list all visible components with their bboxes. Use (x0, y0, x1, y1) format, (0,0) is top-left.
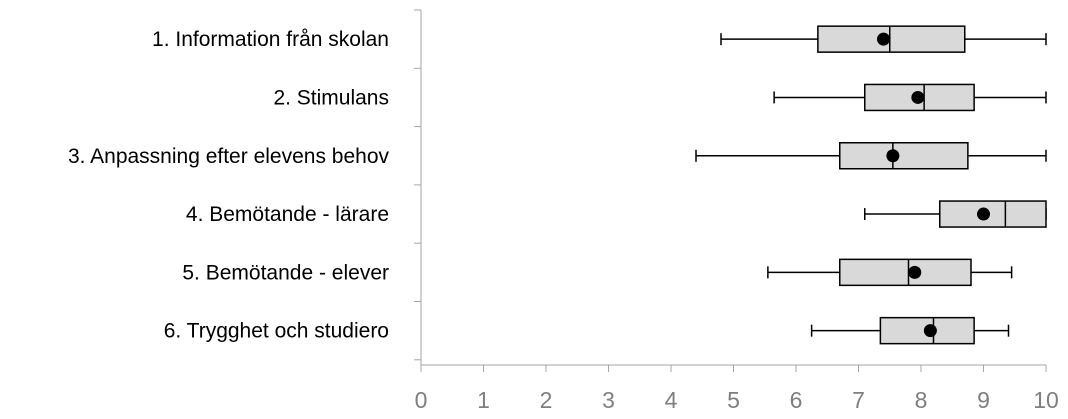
iqr-box (839, 142, 969, 170)
box-plot-item (695, 142, 1047, 170)
category-label: 1. Information från skolan (152, 28, 389, 51)
category-label: 6. Trygghet och studiero (164, 320, 389, 343)
mean-marker (911, 90, 925, 104)
mean-marker (923, 324, 937, 338)
x-tick-label: 10 (1033, 387, 1059, 413)
x-tick-label: 5 (727, 387, 740, 413)
box-plot-item (864, 200, 1047, 228)
x-tick-label: 6 (790, 387, 803, 413)
x-tick-label: 7 (852, 387, 865, 413)
x-tick-label: 1 (477, 387, 490, 413)
box-plot-item (810, 316, 1010, 345)
mean-marker (908, 265, 922, 279)
category-labels: 1. Information från skolan 2. Stimulans 3.… (68, 28, 390, 343)
box-series (695, 25, 1047, 345)
category-label: 5. Bemötande - elever (182, 261, 389, 284)
x-tick-label: 2 (540, 387, 553, 413)
x-tick-label: 0 (415, 387, 428, 413)
category-label: 3. Anpassning efter elevens behov (68, 145, 390, 168)
mean-marker (886, 149, 900, 163)
iqr-box (939, 200, 1047, 228)
box-plot-item (773, 83, 1047, 112)
category-label: 4. Bemötande - lärare (186, 203, 389, 226)
x-tick-label: 9 (977, 387, 990, 413)
box-plot-item (767, 258, 1013, 287)
mean-marker (877, 32, 890, 46)
mean-marker (977, 207, 990, 221)
x-tick-label: 4 (665, 387, 678, 413)
box-plot-item (720, 25, 1047, 53)
category-label: 2. Stimulans (273, 86, 389, 109)
x-tick-label: 8 (915, 387, 928, 413)
x-tick-label: 3 (602, 387, 615, 413)
x-tick-labels: 0 1 2 3 4 5 6 7 8 9 10 (415, 387, 1059, 413)
axes (414, 9, 1047, 372)
iqr-box (817, 25, 966, 53)
iqr-box (839, 258, 972, 287)
